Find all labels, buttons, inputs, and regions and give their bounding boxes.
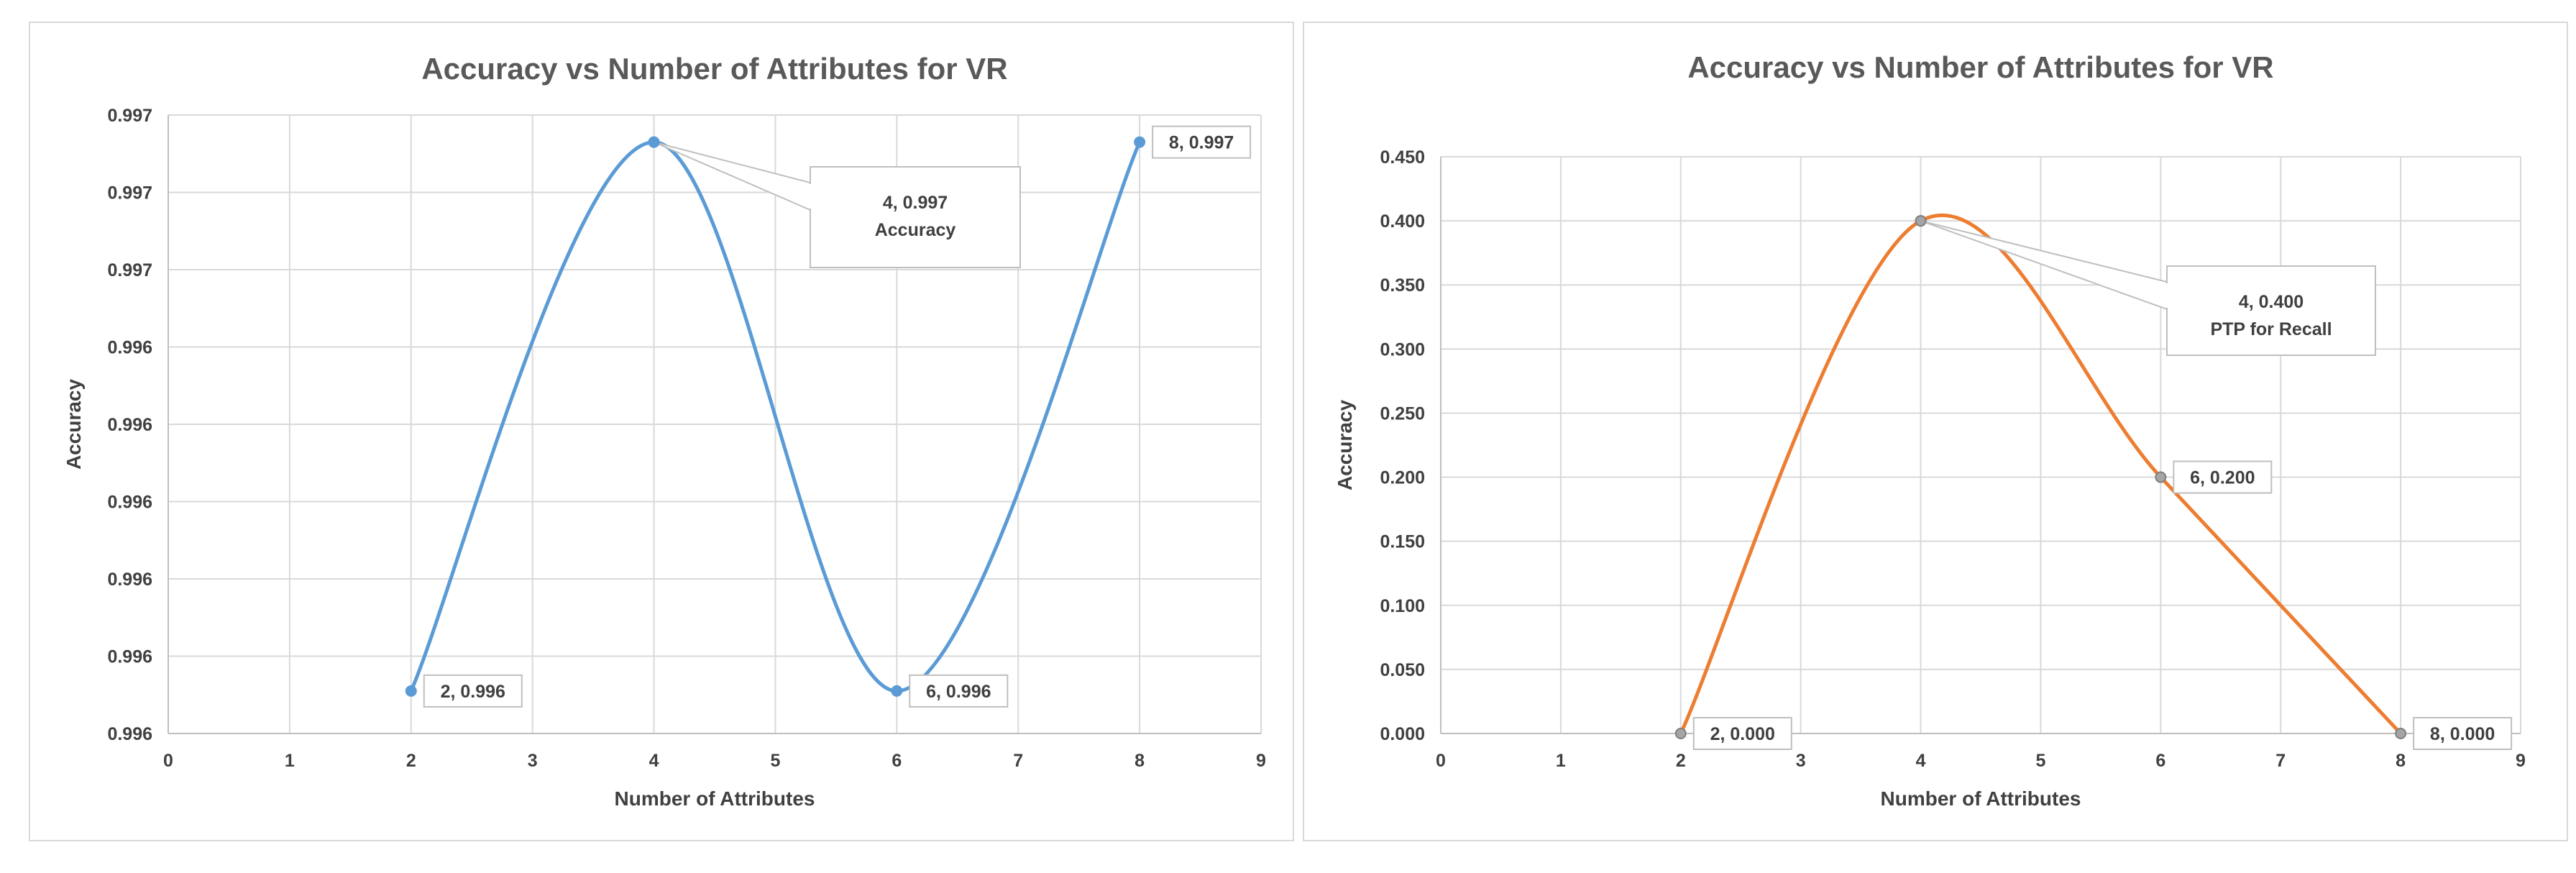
accuracy-x-tick-label: 6 xyxy=(891,751,902,771)
recall-series-line xyxy=(1679,213,2403,736)
accuracy-callout-text: Accuracy xyxy=(875,220,956,240)
recall-data-label-box xyxy=(1692,717,1792,750)
accuracy-x-tick-label: 5 xyxy=(770,751,780,771)
accuracy-x-axis-title: Number of Attributes xyxy=(615,787,815,810)
accuracy-y-tick-label: 0.997 xyxy=(107,260,152,280)
accuracy-y-tick-label: 0.996 xyxy=(107,724,152,744)
recall-x-tick-label: 1 xyxy=(1556,751,1566,771)
recall-x-tick-label: 8 xyxy=(2396,751,2406,771)
recall-x-tick-label: 6 xyxy=(2155,751,2165,771)
chart-recall-svg: Accuracy vs Number of Attributes for VR 0… xyxy=(1334,50,2526,810)
recall-callout-text: PTP for Recall xyxy=(2210,319,2332,339)
accuracy-x-tick-label: 1 xyxy=(285,751,295,771)
recall-x-tick-label: 4 xyxy=(1916,751,1926,771)
accuracy-data-point xyxy=(891,685,903,697)
accuracy-x-tick-label: 3 xyxy=(528,751,538,771)
accuracy-data-point xyxy=(405,685,417,697)
accuracy-callout-box xyxy=(810,166,1021,268)
accuracy-series-line xyxy=(409,140,1142,693)
recall-x-axis-title: Number of Attributes xyxy=(1881,787,2081,810)
accuracy-y-tick-label: 0.996 xyxy=(107,338,152,358)
accuracy-y-axis-title: Accuracy xyxy=(63,379,85,470)
accuracy-x-tick-label: 2 xyxy=(406,751,416,771)
recall-y-axis-title: Accuracy xyxy=(1334,400,1356,491)
recall-data-label-box xyxy=(2173,460,2273,494)
recall-data-label: 2, 0.000 xyxy=(1710,724,1775,744)
accuracy-data-label-box xyxy=(423,674,523,708)
recall-x-tick-label: 7 xyxy=(2275,751,2286,771)
accuracy-data-point xyxy=(1134,136,1146,148)
recall-y-tick-label: 0.200 xyxy=(1380,468,1425,488)
recall-data-label: 8, 0.000 xyxy=(2430,724,2495,744)
accuracy-y-tick-label: 0.996 xyxy=(107,647,152,667)
accuracy-x-tick-label: 8 xyxy=(1135,751,1145,771)
recall-callout-text: 4, 0.400 xyxy=(2239,292,2304,312)
chart-panel-accuracy: Accuracy vs Number of Attributes for VR 0… xyxy=(29,22,1294,841)
recall-y-tick-label: 0.000 xyxy=(1380,724,1425,744)
accuracy-x-tick-label: 9 xyxy=(1256,751,1266,771)
recall-x-tick-label: 9 xyxy=(2516,751,2526,771)
recall-x-tick-label: 0 xyxy=(1436,751,1446,771)
accuracy-x-tick-label: 7 xyxy=(1013,751,1023,771)
recall-data-point xyxy=(1674,728,1687,739)
accuracy-data-label: 6, 0.996 xyxy=(926,682,991,702)
accuracy-y-tick-label: 0.996 xyxy=(107,493,152,513)
recall-y-tick-label: 0.450 xyxy=(1380,147,1425,168)
recall-x-tick-label: 3 xyxy=(1796,751,1806,771)
accuracy-chart-title: Accuracy vs Number of Attributes for VR xyxy=(421,52,1007,86)
recall-y-tick-label: 0.150 xyxy=(1380,532,1425,552)
chart-panel-recall: Accuracy vs Number of Attributes for VR 0… xyxy=(1303,22,2568,841)
recall-y-tick-label: 0.100 xyxy=(1380,596,1425,616)
accuracy-data-label-box xyxy=(1152,125,1252,159)
recall-data-point xyxy=(2155,471,2167,483)
accuracy-callout-pointer xyxy=(654,141,811,211)
recall-x-tick-label: 5 xyxy=(2035,751,2045,771)
recall-y-tick-label: 0.400 xyxy=(1380,211,1425,232)
accuracy-data-label: 2, 0.996 xyxy=(441,682,505,702)
accuracy-callout-text: 4, 0.997 xyxy=(883,193,948,213)
recall-chart-title: Accuracy vs Number of Attributes for VR xyxy=(1687,50,2273,84)
recall-callout-pointer xyxy=(1920,220,2168,311)
accuracy-data-label-box xyxy=(909,674,1009,708)
recall-data-label: 6, 0.200 xyxy=(2190,468,2255,488)
accuracy-x-tick-label: 4 xyxy=(649,751,659,771)
recall-y-tick-label: 0.250 xyxy=(1380,403,1425,424)
accuracy-x-tick-label: 0 xyxy=(163,751,173,771)
accuracy-data-label: 8, 0.997 xyxy=(1169,133,1234,153)
accuracy-y-tick-label: 0.996 xyxy=(107,415,152,435)
recall-y-tick-label: 0.050 xyxy=(1380,660,1425,680)
recall-y-tick-label: 0.300 xyxy=(1380,339,1425,360)
accuracy-data-point-highlight xyxy=(648,136,660,148)
accuracy-y-tick-label: 0.997 xyxy=(107,106,152,126)
recall-y-tick-label: 0.350 xyxy=(1380,275,1425,296)
accuracy-y-tick-label: 0.997 xyxy=(107,183,152,204)
recall-data-point-highlight xyxy=(1915,215,1927,227)
chart-accuracy-svg: Accuracy vs Number of Attributes for VR 0… xyxy=(63,52,1266,810)
recall-data-point xyxy=(2395,728,2407,739)
recall-x-tick-label: 2 xyxy=(1676,751,1686,771)
recall-callout-box xyxy=(2166,265,2376,356)
recall-data-label-box xyxy=(2413,717,2513,750)
accuracy-y-tick-label: 0.996 xyxy=(107,570,152,590)
